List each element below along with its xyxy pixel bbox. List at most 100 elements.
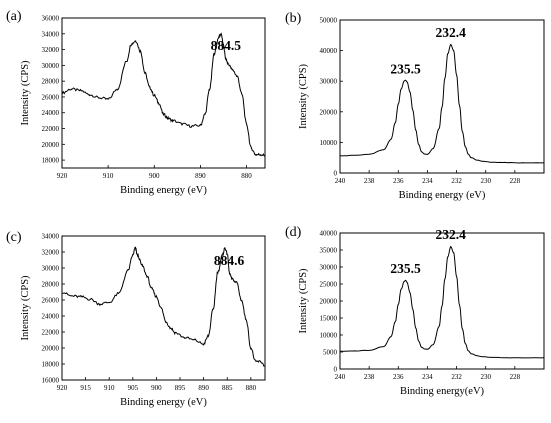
data-point-d (462, 328, 463, 330)
data-point-b (476, 159, 478, 161)
x-tick-label-d: 232 (451, 373, 462, 381)
data-point-c (250, 347, 252, 349)
y-tick-label-b: 40000 (320, 47, 338, 55)
data-point-b (403, 80, 405, 82)
data-point-c (224, 247, 226, 249)
data-point-d (406, 281, 408, 283)
data-point-a (167, 117, 169, 119)
y-tick-label-c: 18000 (42, 361, 60, 369)
data-point-d (476, 355, 478, 357)
plot-frame-d (339, 232, 545, 370)
panel-b: (b) 240 238 236 234 232 230 228 0 10000 20000 30000… (276, 0, 551, 210)
panel-label-b: (b) (285, 11, 302, 26)
y-tick-label-c: 30000 (42, 265, 60, 273)
data-point-c (174, 332, 176, 334)
data-point-a (232, 69, 234, 71)
data-point-c (222, 254, 223, 256)
data-point-c (184, 337, 186, 338)
y-tick-label-c: 22000 (42, 329, 60, 337)
data-point-c (71, 295, 72, 297)
x-tick-label-a: 920 (57, 172, 68, 180)
data-point-c (165, 321, 167, 322)
data-point-a (126, 61, 127, 62)
x-tick-label-c: 885 (222, 384, 233, 392)
peak-label-d: 232.4 (436, 227, 467, 242)
data-point-a (220, 33, 222, 35)
y-tick-label-a: 20000 (42, 141, 60, 149)
data-point-b (447, 53, 449, 55)
data-point-a (213, 53, 215, 54)
data-point-c (170, 327, 171, 329)
y-tick-label-a: 30000 (42, 62, 60, 70)
data-point-b (467, 153, 469, 155)
data-point-d (418, 340, 420, 342)
data-point-a (172, 120, 174, 122)
data-point-c (231, 278, 233, 280)
y-tick-label-a: 24000 (42, 109, 60, 117)
y-tick-label-d: 0 (334, 366, 338, 374)
data-point-b (400, 88, 402, 90)
data-point-a (223, 45, 224, 47)
panel-a: (a) 920 910 900 890 880 18000 20000 22000 24000 26… (0, 0, 276, 210)
data-point-d (383, 346, 385, 347)
y-tick-label-c: 32000 (42, 249, 60, 257)
data-point-d (467, 350, 469, 352)
x-tick-label-b: 238 (364, 177, 375, 185)
data-point-c (264, 365, 266, 366)
data-point-d (438, 326, 440, 327)
x-tick-label-d: 240 (335, 373, 346, 381)
data-point-b (405, 79, 406, 81)
y-tick-label-d: 35000 (320, 247, 338, 255)
data-point-b (427, 153, 428, 155)
data-point-b (368, 153, 370, 155)
y-tick-label-a: 32000 (42, 46, 60, 54)
data-point-d (450, 246, 452, 247)
data-point-d (482, 356, 484, 358)
data-point-d (427, 348, 428, 350)
y-tick-label-c: 34000 (42, 233, 60, 241)
y-axis-label-c: Intensity (CPS) (20, 275, 31, 341)
data-point-a (259, 154, 261, 155)
y-tick-label-c: 16000 (42, 377, 60, 385)
data-point-c (259, 361, 261, 362)
data-point-b (543, 162, 545, 164)
data-point-b (453, 50, 455, 51)
data-point-b (444, 77, 446, 79)
data-point-d (507, 357, 508, 359)
x-axis-label-a: Binding energy (eV) (120, 185, 207, 196)
y-tick-label-a: 18000 (42, 157, 60, 165)
data-point-b (441, 106, 443, 108)
data-point-d (456, 276, 457, 277)
data-point-b (394, 122, 396, 123)
data-point-b (521, 162, 523, 164)
spectrum-line-a (61, 32, 266, 157)
data-point-b (482, 160, 484, 162)
y-tick-label-a: 36000 (42, 15, 60, 23)
x-tick-label-c: 920 (57, 384, 68, 392)
panel-d: (d) 240 238 236 234 232 230 228 0 5000 10000 15000 2… (276, 210, 551, 418)
data-point-a (144, 72, 146, 74)
chart-c: (c) 920 915 910 905 900 895 890 885 880 16000 18000… (6, 230, 266, 408)
data-point-d (464, 343, 466, 344)
data-point-d (521, 357, 523, 359)
data-point-a (241, 94, 243, 95)
data-point-b (418, 144, 420, 145)
y-tick-label-b: 20000 (320, 108, 338, 116)
data-point-a (200, 124, 201, 126)
data-point-c (236, 282, 238, 283)
y-tick-label-b: 10000 (320, 139, 338, 147)
data-point-c (255, 361, 256, 362)
data-point-d (441, 305, 443, 307)
y-axis-label-b: Intensity (CPS) (298, 63, 309, 129)
data-point-b (383, 149, 385, 151)
spectrum-line-d (339, 245, 545, 359)
data-point-c (160, 307, 162, 309)
data-point-b (459, 105, 460, 107)
data-point-c (156, 296, 157, 298)
data-point-d (397, 304, 399, 305)
data-point-b (456, 74, 457, 76)
data-point-c (134, 247, 136, 249)
panel-c: (c) 920 915 910 905 900 895 890 885 880 16000 18000… (0, 210, 276, 418)
data-point-c (193, 339, 195, 341)
data-point-a (98, 97, 100, 99)
